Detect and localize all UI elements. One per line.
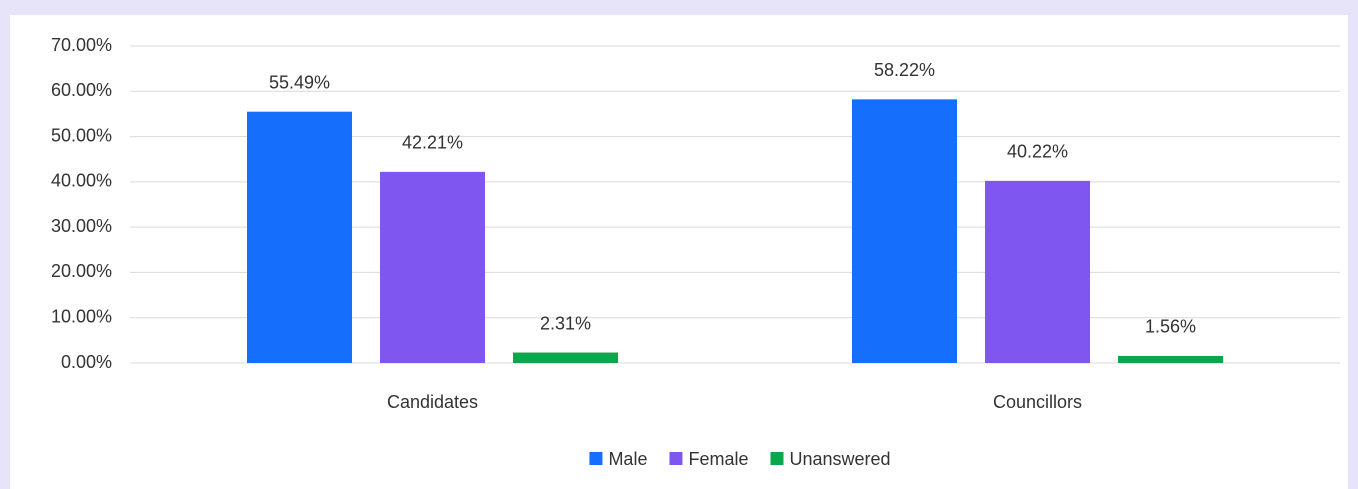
legend-swatch <box>589 452 603 465</box>
bar <box>985 180 1090 363</box>
legend-label: Male <box>608 449 647 469</box>
bar <box>1118 355 1223 363</box>
bar <box>513 352 618 363</box>
y-tick-label: 70.00% <box>51 35 112 55</box>
y-tick-label: 0.00% <box>61 352 112 372</box>
value-label: 55.49% <box>269 72 330 92</box>
y-tick-label: 40.00% <box>51 171 112 191</box>
value-label: 40.22% <box>1007 142 1068 162</box>
legend-swatch <box>770 452 784 465</box>
legend-label: Unanswered <box>789 449 890 469</box>
bar <box>247 111 352 364</box>
x-tick-label: Councillors <box>993 392 1082 412</box>
legend-label: Female <box>688 449 748 469</box>
value-label: 2.31% <box>540 313 591 333</box>
bar <box>852 99 957 364</box>
value-label: 58.22% <box>874 60 935 80</box>
y-tick-label: 50.00% <box>51 125 112 145</box>
value-label: 42.21% <box>402 133 463 153</box>
bar <box>380 171 485 363</box>
legend-swatch <box>669 452 683 465</box>
y-tick-label: 60.00% <box>51 80 112 100</box>
y-tick-label: 30.00% <box>51 216 112 236</box>
y-tick-label: 20.00% <box>51 261 112 281</box>
x-tick-label: Candidates <box>387 392 478 412</box>
chart-panel <box>10 15 1348 489</box>
y-tick-label: 10.00% <box>51 306 112 326</box>
value-label: 1.56% <box>1145 317 1196 337</box>
